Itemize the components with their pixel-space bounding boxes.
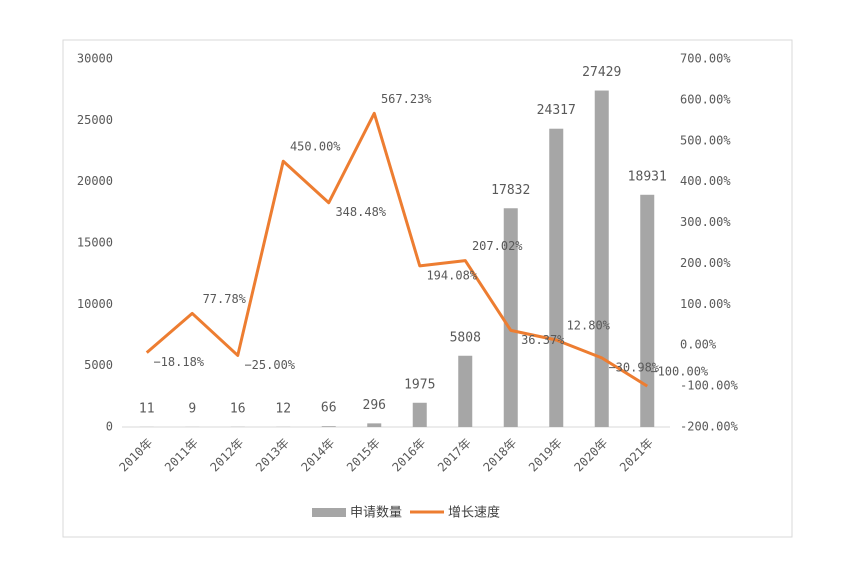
line-value-label: 348.48% (335, 205, 386, 219)
line-value-label: 77.78% (203, 292, 247, 306)
line-value-label: 12.80% (567, 318, 611, 332)
y-tick-label: 0 (106, 420, 113, 434)
bar (413, 403, 427, 427)
legend-label: 申请数量 (350, 506, 402, 521)
bar (595, 91, 609, 427)
bar-value-label: 16 (230, 401, 246, 416)
bar-value-label: 1975 (404, 377, 435, 392)
y-tick-label: 25000 (77, 113, 113, 127)
y2-tick-label: -200.00% (680, 420, 739, 434)
y2-tick-label: 100.00% (680, 297, 731, 311)
y-tick-label: 30000 (77, 52, 113, 66)
line-value-label: 194.08% (426, 268, 477, 282)
bar-value-label: 5808 (450, 330, 481, 345)
y-tick-label: 15000 (77, 236, 113, 250)
bar (640, 195, 654, 427)
legend-swatch (312, 508, 346, 517)
line-value-label: 567.23% (381, 92, 432, 106)
y2-tick-label: 300.00% (680, 215, 731, 229)
bar-value-label: 24317 (537, 103, 576, 118)
y2-tick-label: -100.00% (680, 379, 739, 393)
bar-value-label: 27429 (582, 65, 621, 80)
legend-label: 增长速度 (448, 505, 500, 521)
bar-value-label: 12 (275, 401, 291, 416)
line-value-label: 207.02% (472, 239, 523, 253)
y2-tick-label: 0.00% (680, 338, 717, 352)
line-value-label: −25.00% (244, 358, 295, 372)
line-value-label: 450.00% (290, 140, 341, 154)
y2-tick-label: 600.00% (680, 92, 731, 106)
bar-value-label: 11 (139, 401, 155, 416)
bar-value-label: 66 (321, 401, 337, 416)
y-tick-label: 5000 (84, 358, 113, 372)
y2-tick-label: 500.00% (680, 133, 731, 147)
line-value-label: −18.18% (153, 355, 204, 369)
y2-tick-label: 200.00% (680, 256, 731, 270)
bar (458, 356, 472, 427)
y2-tick-label: 700.00% (680, 52, 731, 66)
bar-value-label: 18931 (628, 169, 667, 184)
bar-value-label: 17832 (491, 183, 530, 198)
line-value-label: 36.37% (521, 333, 565, 347)
bar (549, 129, 563, 427)
y-tick-label: 20000 (77, 174, 113, 188)
bar-value-label: 296 (363, 398, 386, 413)
bar (322, 426, 336, 427)
line-value-label: −100.00% (650, 365, 709, 379)
y-tick-label: 10000 (77, 297, 113, 311)
bar (367, 423, 381, 427)
bar-value-label: 9 (188, 401, 196, 416)
y2-tick-label: 400.00% (680, 174, 731, 188)
